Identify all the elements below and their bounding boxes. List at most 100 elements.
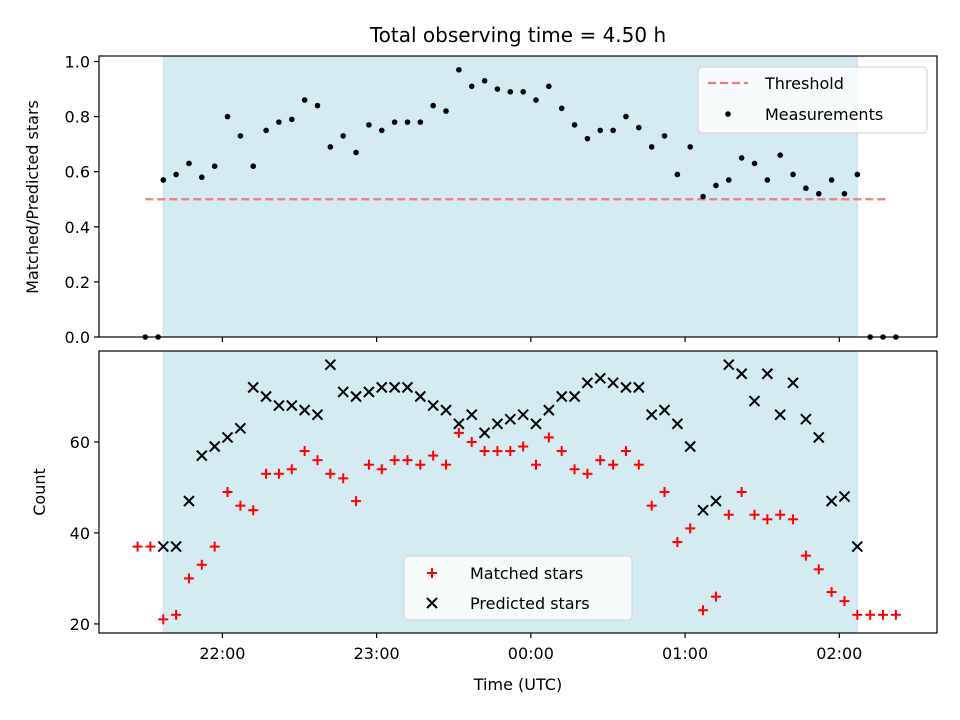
y-tick-label: 0.0 (65, 328, 90, 347)
legend-matched-label: Matched stars (470, 564, 583, 583)
measurement-point (263, 127, 269, 134)
predicted-star-point (607, 377, 619, 389)
predicted-star-point (273, 399, 285, 412)
matched-star-point (453, 427, 464, 438)
matched-star-point (235, 500, 246, 511)
predicted-star-point (761, 368, 774, 380)
measurement-point (340, 133, 347, 139)
matched-star-point (788, 514, 799, 525)
measurement-point (353, 149, 359, 156)
matched-star-point (826, 587, 837, 598)
measurement-point (186, 160, 192, 167)
matched-star-point (376, 464, 387, 475)
measurement-point (828, 177, 835, 183)
matched-star-point (595, 455, 606, 466)
count-panel: 20 40 60 22:00 23:00 00:00 01:00 02:00 Count Ti… (30, 350, 938, 694)
matched-star-point (273, 468, 284, 479)
predicted-star-point (401, 381, 414, 394)
measurement-point (391, 119, 398, 125)
predicted-star-point (517, 408, 529, 421)
predicted-star-point (221, 431, 234, 444)
measurement-point (841, 190, 848, 197)
measurement-point (777, 152, 783, 158)
matched-star-point (659, 487, 670, 497)
predicted-star-point (324, 358, 337, 371)
predicted-star-point (555, 390, 568, 403)
matched-star-point (813, 564, 824, 575)
measurement-point (327, 144, 334, 150)
matched-star-point (158, 614, 169, 625)
x-axis-label: Time (UTC) (473, 675, 562, 694)
matched-star-point (196, 559, 207, 570)
legend-predicted-label: Predicted stars (470, 594, 590, 613)
predicted-star-point (800, 413, 812, 425)
matched-star-point (338, 473, 349, 484)
measurement-point (314, 102, 321, 109)
matched-star-point (620, 446, 631, 457)
matched-star-point (209, 541, 220, 552)
measurement-point (378, 127, 385, 134)
measurement-point (636, 124, 642, 131)
y-tick-label: 1.0 (65, 53, 90, 72)
predicted-star-point (337, 386, 349, 398)
y-tick-label: 40 (70, 524, 90, 543)
matched-star-point (183, 573, 194, 584)
matched-star-point (492, 446, 503, 457)
matched-star-point (479, 446, 490, 457)
predicted-star-point (530, 418, 542, 430)
predicted-star-point (813, 431, 825, 444)
measurement-point (815, 190, 822, 197)
measurement-point (803, 185, 809, 192)
measurement-point (623, 113, 629, 120)
measurement-point (250, 163, 257, 169)
y-tick-label: 0.2 (65, 273, 90, 292)
ratio-y-axis-label: Matched/Predicted stars (23, 100, 42, 294)
matched-star-point (890, 609, 901, 620)
measurement-point (546, 83, 552, 90)
matched-star-point (466, 436, 477, 447)
count-y-axis-label: Count (30, 468, 49, 516)
matched-star-point (685, 523, 696, 534)
matched-star-point (171, 609, 182, 620)
measurement-point (211, 163, 218, 169)
predicted-star-point (491, 418, 504, 430)
predicted-star-point (414, 390, 427, 403)
y-tick-label: 0.6 (65, 163, 90, 182)
matched-star-point (441, 459, 452, 470)
predicted-star-point (427, 399, 439, 412)
predicted-star-point (363, 386, 375, 398)
predicted-star-point (594, 372, 606, 384)
matched-star-point (582, 468, 593, 479)
ratio-panel: 0.0 0.2 0.4 0.6 0.8 1.0 Matched/Predicted sta… (23, 53, 938, 347)
matched-star-point (710, 591, 721, 602)
predicted-star-point (735, 368, 748, 380)
predicted-star-point (311, 408, 324, 421)
legend-matched-swatch (427, 568, 437, 578)
matched-star-point (698, 605, 709, 616)
measurement-point (481, 77, 488, 84)
y-tick-label: 60 (70, 433, 90, 452)
measurement-point (430, 102, 436, 109)
predicted-star-point (286, 399, 298, 412)
measurement-point (276, 119, 282, 125)
measurement-point (558, 105, 565, 112)
matched-star-point (543, 432, 554, 443)
x-tick-label: 02:00 (816, 644, 862, 663)
matched-star-point (775, 509, 786, 520)
measurement-point (854, 171, 861, 178)
predicted-star-point (568, 390, 581, 403)
matched-star-point (145, 541, 156, 552)
predicted-star-point (170, 540, 182, 553)
measurement-point (661, 133, 668, 139)
measurement-point (237, 133, 244, 139)
predicted-star-point (196, 449, 208, 462)
measurement-point (764, 177, 771, 183)
measurement-point (173, 171, 179, 178)
matched-star-point (518, 441, 529, 452)
matched-star-point (800, 550, 811, 561)
predicted-star-point (234, 422, 247, 435)
predicted-star-point (543, 404, 555, 416)
predicted-star-point (260, 390, 272, 403)
measurement-point (610, 127, 616, 134)
